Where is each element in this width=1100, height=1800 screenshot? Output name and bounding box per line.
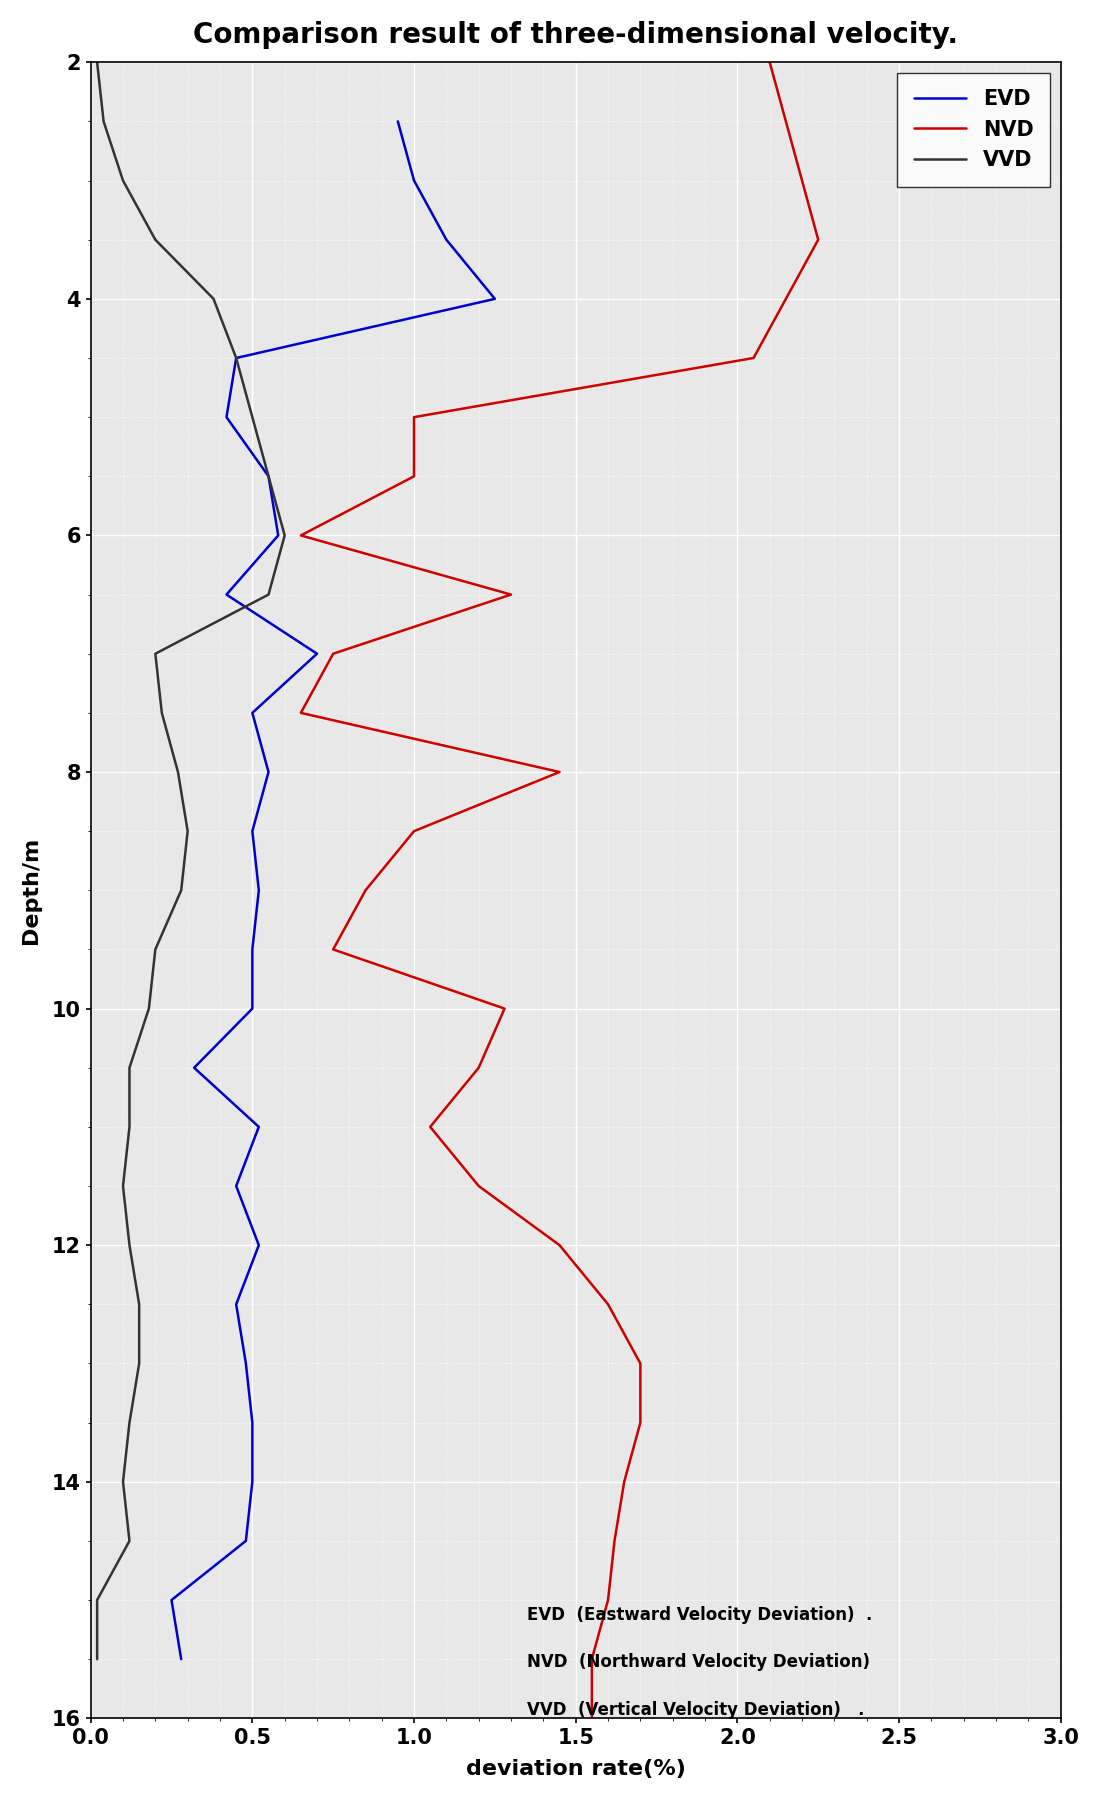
X-axis label: deviation rate(%): deviation rate(%) xyxy=(465,1759,685,1778)
VVD xyxy=(123,1057,136,1078)
Line: EVD: EVD xyxy=(172,121,495,1660)
Text: EVD  (Eastward Velocity Deviation)  .: EVD (Eastward Velocity Deviation) . xyxy=(527,1606,872,1624)
Text: VVD  (Vertical Velocity Deviation)   .: VVD (Vertical Velocity Deviation) . xyxy=(527,1701,865,1719)
NVD xyxy=(634,1352,647,1373)
EVD xyxy=(240,1352,253,1373)
EVD xyxy=(230,1294,243,1316)
EVD xyxy=(310,643,323,664)
NVD xyxy=(294,702,307,724)
VVD xyxy=(245,407,258,428)
VVD xyxy=(262,466,275,488)
NVD xyxy=(763,52,777,74)
NVD xyxy=(505,583,518,605)
VVD xyxy=(142,997,155,1019)
NVD xyxy=(779,288,792,310)
EVD xyxy=(245,702,258,724)
EVD xyxy=(252,1116,265,1138)
NVD xyxy=(795,169,808,191)
EVD xyxy=(245,1411,258,1433)
NVD xyxy=(424,1116,437,1138)
VVD xyxy=(172,761,185,783)
VVD xyxy=(148,938,162,959)
NVD xyxy=(359,880,372,902)
NVD xyxy=(602,1294,615,1316)
EVD xyxy=(252,1235,265,1256)
EVD xyxy=(262,761,275,783)
VVD xyxy=(133,1352,146,1373)
NVD xyxy=(779,110,792,131)
EVD xyxy=(245,938,258,959)
EVD xyxy=(165,1589,178,1611)
NVD xyxy=(617,1471,630,1492)
EVD xyxy=(240,1530,253,1552)
NVD xyxy=(553,761,566,783)
VVD xyxy=(117,1471,130,1492)
VVD xyxy=(117,169,130,191)
NVD xyxy=(747,347,760,369)
NVD xyxy=(634,1411,647,1433)
NVD xyxy=(585,1708,598,1730)
NVD xyxy=(327,938,340,959)
VVD xyxy=(133,1294,146,1316)
EVD xyxy=(230,1175,243,1197)
NVD xyxy=(407,821,420,842)
VVD xyxy=(123,1235,136,1256)
NVD xyxy=(585,1649,598,1670)
VVD xyxy=(262,583,275,605)
EVD xyxy=(407,169,420,191)
NVD xyxy=(327,643,340,664)
EVD xyxy=(272,524,285,545)
Y-axis label: Depth/m: Depth/m xyxy=(21,837,41,943)
VVD xyxy=(97,110,110,131)
VVD xyxy=(90,52,103,74)
NVD xyxy=(602,1589,615,1611)
VVD xyxy=(148,229,162,250)
VVD xyxy=(123,1530,136,1552)
VVD xyxy=(123,1411,136,1433)
EVD xyxy=(220,583,233,605)
Text: NVD  (Northward Velocity Deviation): NVD (Northward Velocity Deviation) xyxy=(527,1652,870,1670)
NVD xyxy=(294,524,307,545)
EVD xyxy=(252,880,265,902)
VVD xyxy=(90,1649,103,1670)
EVD xyxy=(187,1057,200,1078)
VVD xyxy=(148,643,162,664)
EVD xyxy=(488,288,502,310)
Legend: EVD, NVD, VVD: EVD, NVD, VVD xyxy=(898,72,1050,187)
VVD xyxy=(117,1175,130,1197)
NVD xyxy=(553,1235,566,1256)
VVD xyxy=(123,1116,136,1138)
VVD xyxy=(175,880,188,902)
NVD xyxy=(812,229,825,250)
EVD xyxy=(175,1649,188,1670)
NVD xyxy=(407,407,420,428)
NVD xyxy=(472,1057,485,1078)
NVD xyxy=(608,1530,622,1552)
Title: Comparison result of three-dimensional velocity.: Comparison result of three-dimensional v… xyxy=(194,22,958,49)
VVD xyxy=(182,821,195,842)
VVD xyxy=(155,702,168,724)
VVD xyxy=(278,524,292,545)
NVD xyxy=(472,1175,485,1197)
EVD xyxy=(440,229,453,250)
EVD xyxy=(245,1471,258,1492)
EVD xyxy=(245,821,258,842)
EVD xyxy=(392,110,405,131)
EVD xyxy=(262,466,275,488)
EVD xyxy=(220,407,233,428)
VVD xyxy=(230,347,243,369)
Line: NVD: NVD xyxy=(300,63,818,1719)
VVD xyxy=(90,1589,103,1611)
NVD xyxy=(498,997,512,1019)
VVD xyxy=(207,288,220,310)
EVD xyxy=(245,997,258,1019)
Line: VVD: VVD xyxy=(97,63,285,1660)
EVD xyxy=(230,347,243,369)
NVD xyxy=(407,466,420,488)
